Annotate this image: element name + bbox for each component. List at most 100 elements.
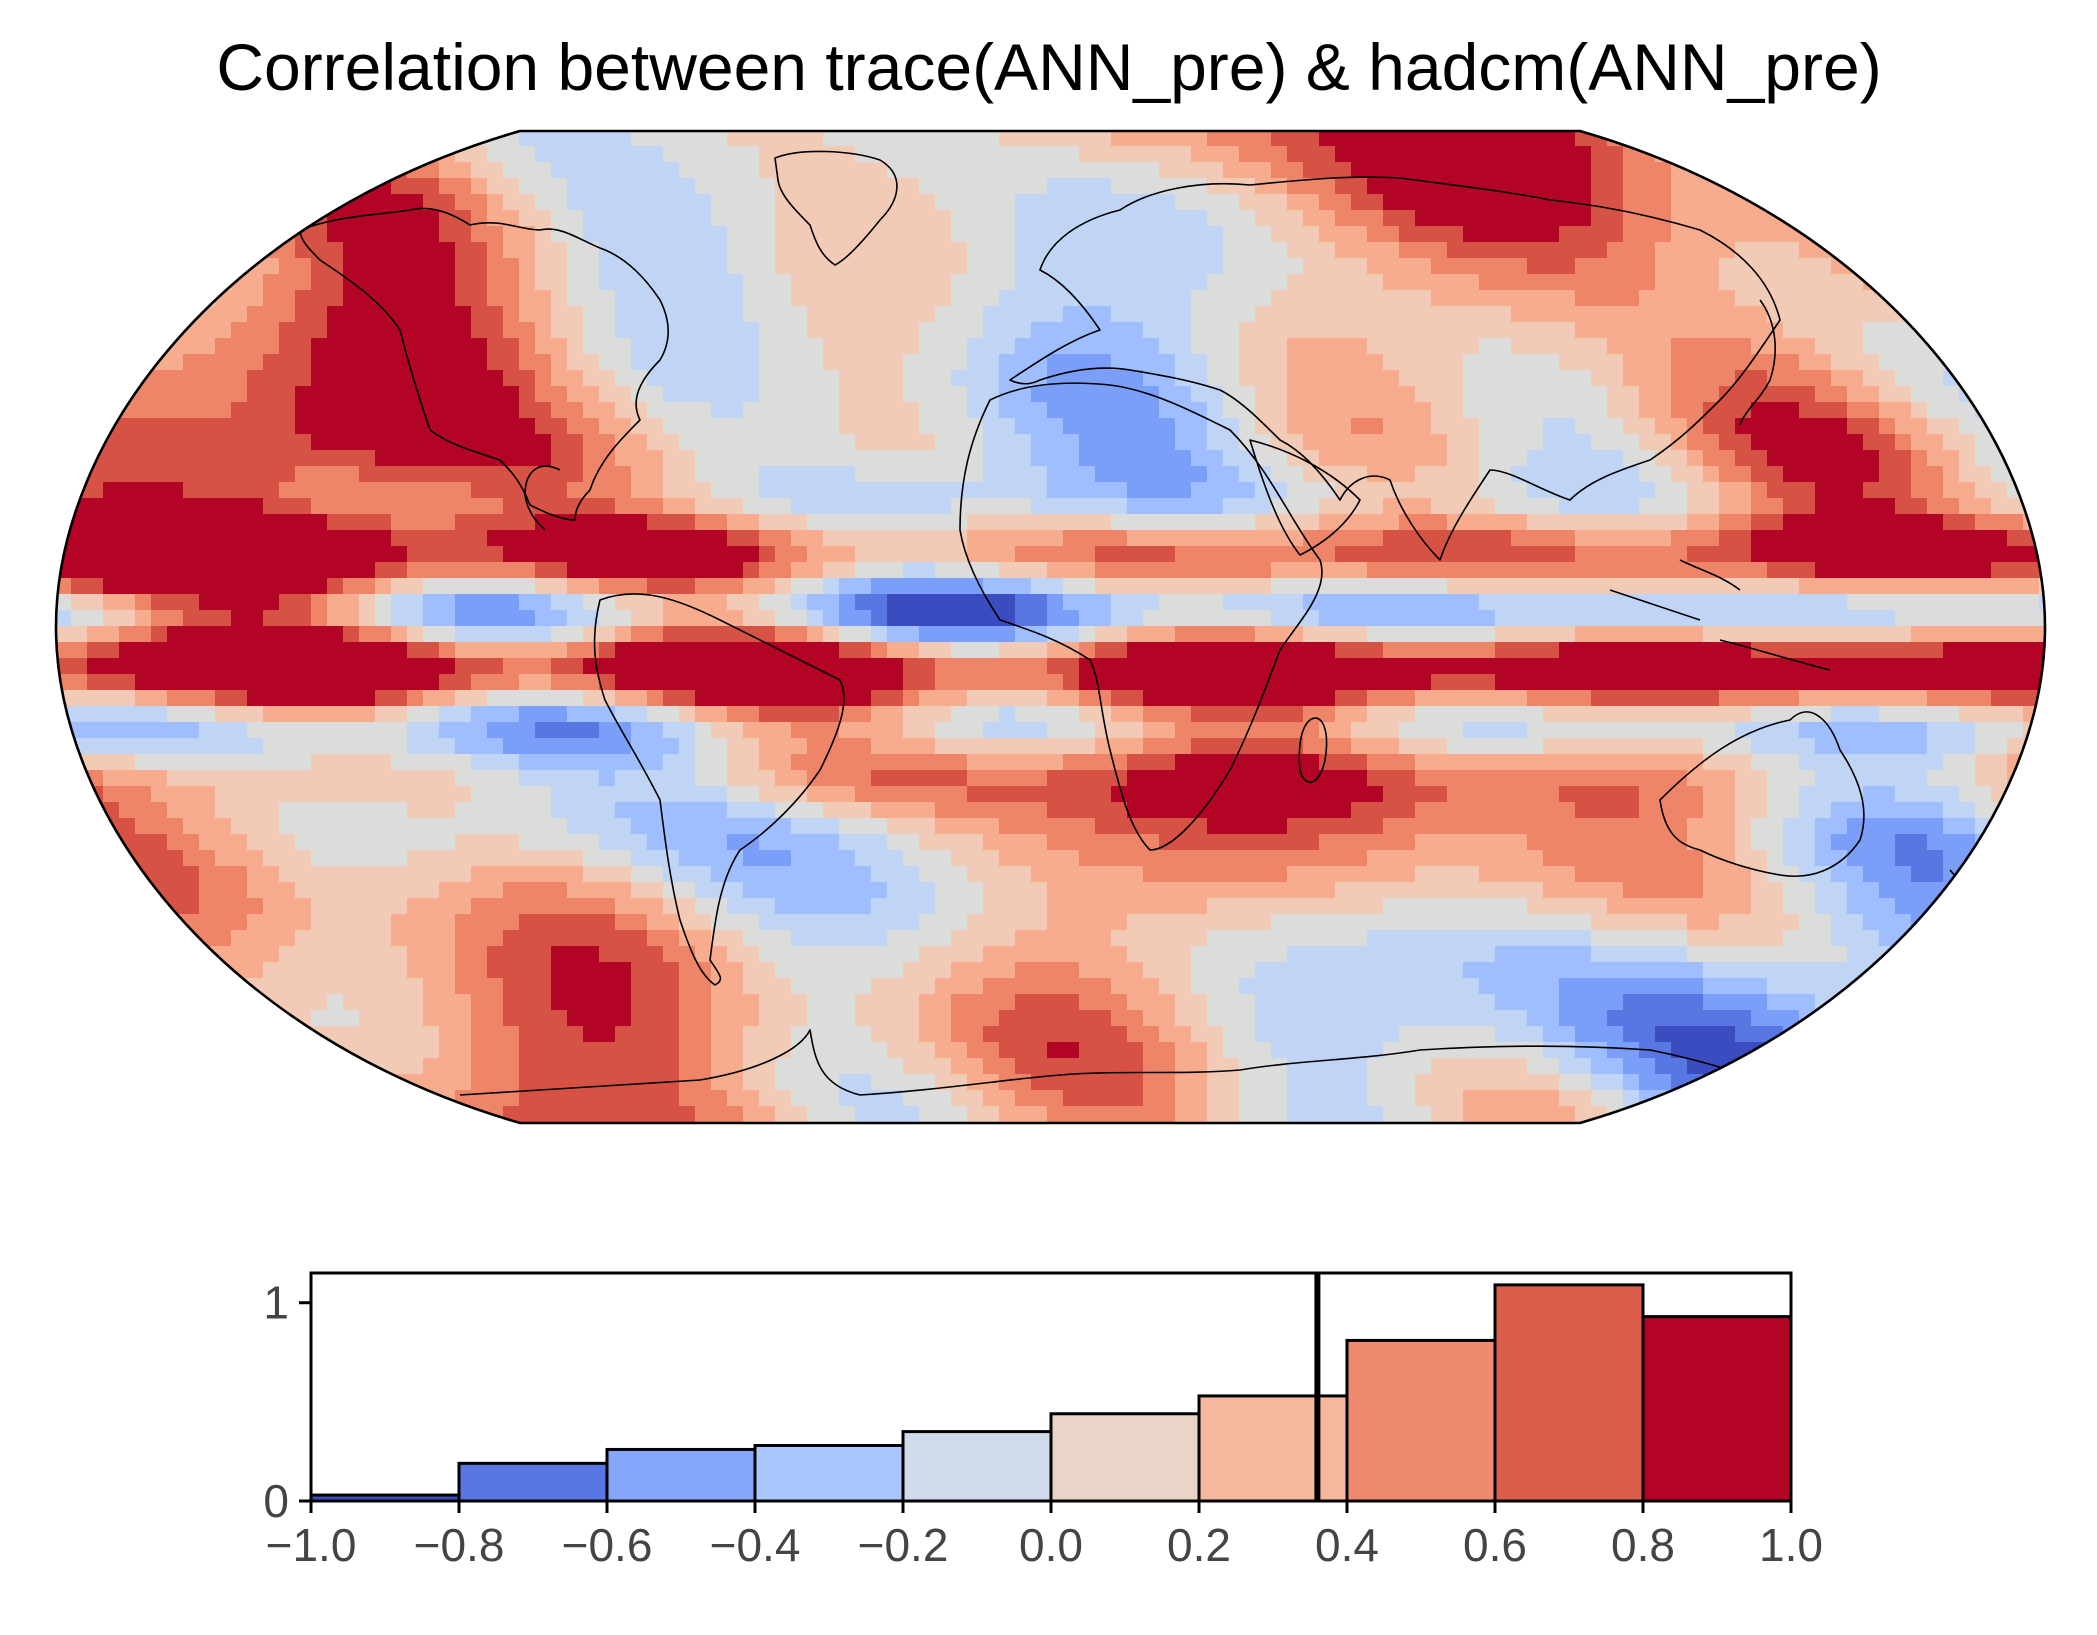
field-cell [1031, 402, 1049, 420]
field-cell [855, 402, 873, 420]
field-cell [631, 578, 649, 596]
field-cell [1431, 386, 1449, 404]
field-cell [855, 674, 873, 692]
field-cell [327, 610, 345, 628]
field-cell [1783, 338, 1801, 356]
field-cell [103, 306, 121, 324]
field-cell [887, 131, 905, 148]
field-cell [551, 162, 569, 180]
field-cell [1911, 450, 1929, 468]
field-cell [647, 146, 665, 164]
field-cell [1815, 258, 1833, 276]
field-cell [775, 562, 793, 580]
field-cell [551, 626, 569, 644]
field-cell [1415, 498, 1433, 516]
field-cell [1607, 242, 1625, 260]
field-cell [1511, 338, 1529, 356]
field-cell [1207, 178, 1225, 196]
field-cell [2007, 562, 2025, 580]
field-cell [1943, 530, 1961, 548]
field-cell [615, 162, 633, 180]
field-cell [951, 306, 969, 324]
field-cell [679, 450, 697, 468]
field-cell [1991, 418, 2009, 436]
field-cell [263, 274, 281, 292]
field-cell [535, 434, 553, 452]
field-cell [87, 146, 105, 164]
field-cell [311, 674, 329, 692]
field-cell [1031, 722, 1049, 740]
field-cell [391, 754, 409, 772]
field-cell [951, 722, 969, 740]
field-cell [1207, 594, 1225, 612]
field-cell [951, 626, 969, 644]
field-cell [1479, 194, 1497, 212]
field-cell [631, 610, 649, 628]
field-cell [1159, 466, 1177, 484]
field-cell [647, 306, 665, 324]
field-cell [1079, 178, 1097, 196]
field-cell [1543, 242, 1561, 260]
field-cell [967, 626, 985, 644]
field-cell [983, 418, 1001, 436]
field-cell [1079, 194, 1097, 212]
field-cell [855, 626, 873, 644]
field-cell [1255, 562, 1273, 580]
field-cell [919, 258, 937, 276]
field-cell [903, 131, 921, 148]
field-cell [791, 242, 809, 260]
field-cell [1287, 194, 1305, 212]
field-cell [631, 594, 649, 612]
field-cell [231, 418, 249, 436]
field-cell [1079, 162, 1097, 180]
field-cell [1847, 194, 1865, 212]
field-cell [1127, 514, 1145, 532]
field-cell [935, 722, 953, 740]
field-cell [311, 722, 329, 740]
field-cell [919, 562, 937, 580]
field-cell [807, 498, 825, 516]
field-cell [887, 242, 905, 260]
field-cell [439, 546, 457, 564]
field-cell [1655, 354, 1673, 372]
field-cell [967, 434, 985, 452]
field-cell [1319, 354, 1337, 372]
field-cell [1463, 658, 1481, 676]
field-cell [1847, 594, 1865, 612]
field-cell [247, 610, 265, 628]
field-cell [1879, 386, 1897, 404]
field-cell [1719, 722, 1737, 740]
field-cell [455, 738, 473, 756]
field-cell [631, 738, 649, 756]
field-cell [903, 626, 921, 644]
field-cell [1463, 482, 1481, 500]
field-cell [583, 530, 601, 548]
field-cell [439, 754, 457, 772]
field-cell [807, 131, 825, 148]
field-cell [727, 402, 745, 420]
field-cell [1303, 306, 1321, 324]
field-cell [151, 722, 169, 740]
field-cell [455, 162, 473, 180]
field-cell [183, 754, 201, 772]
field-cell [2007, 626, 2025, 644]
field-cell [503, 450, 521, 468]
field-cell [503, 610, 521, 628]
field-cell [1527, 626, 1545, 644]
field-cell [199, 706, 217, 724]
field-cell [951, 338, 969, 356]
field-cell [999, 706, 1017, 724]
field-cell [1191, 674, 1209, 692]
field-cell [1031, 546, 1049, 564]
field-cell [1463, 738, 1481, 756]
field-cell [631, 386, 649, 404]
field-cell [1159, 258, 1177, 276]
field-cell [407, 194, 425, 212]
field-cell [919, 482, 937, 500]
field-cell [1159, 514, 1177, 532]
field-cell [1239, 482, 1257, 500]
field-cell [231, 450, 249, 468]
field-cell [1159, 482, 1177, 500]
field-cell [1479, 546, 1497, 564]
field-cell [56, 131, 73, 148]
